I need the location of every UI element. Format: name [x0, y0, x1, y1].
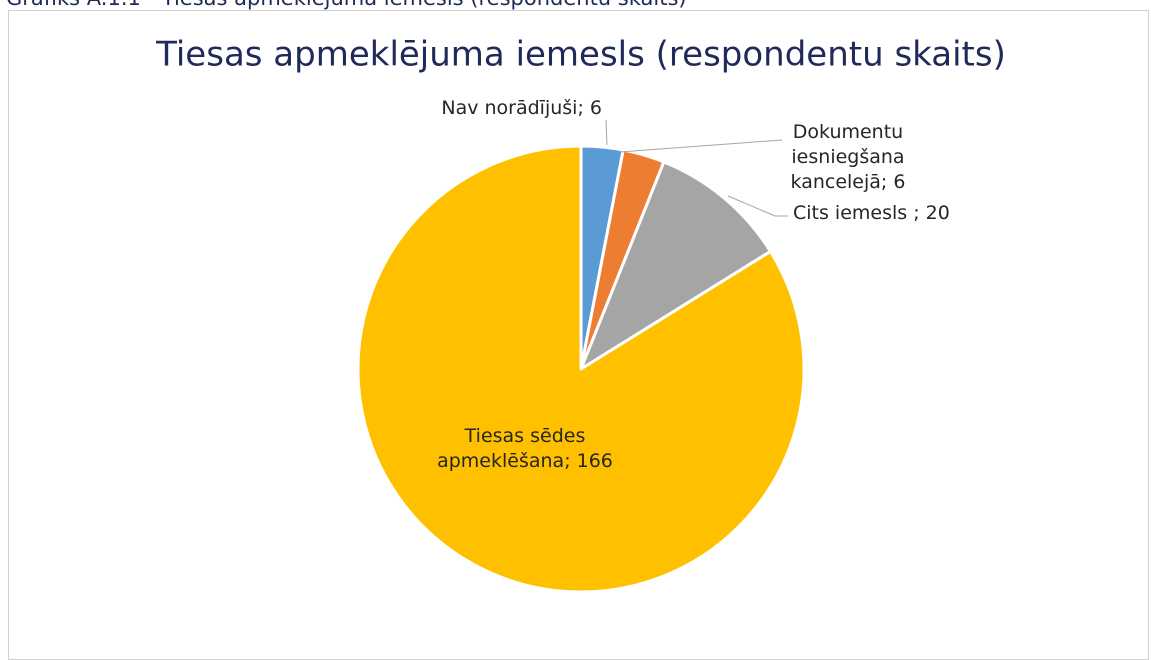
data-label: Tiesas sēdes apmeklēšana; 166 — [437, 425, 613, 472]
leader-line — [727, 195, 788, 217]
leader-line — [619, 139, 783, 153]
data-label: Cits iemesls ; 20 — [793, 202, 950, 224]
leader-lines — [605, 119, 788, 217]
data-label: Dokumentu iesniegšana kancelejā; 6 — [790, 121, 906, 193]
data-label: Nav norādījuši; 6 — [441, 97, 602, 119]
pie-slice — [356, 144, 806, 594]
leader-line — [605, 119, 608, 146]
caption: Grafiks A.1.1 - Tiesas apmeklējuma iemes… — [6, 0, 687, 10]
pie-slice — [579, 160, 772, 371]
chart-title: Tiesas apmeklējuma iemesls (respondentu … — [155, 35, 1006, 75]
